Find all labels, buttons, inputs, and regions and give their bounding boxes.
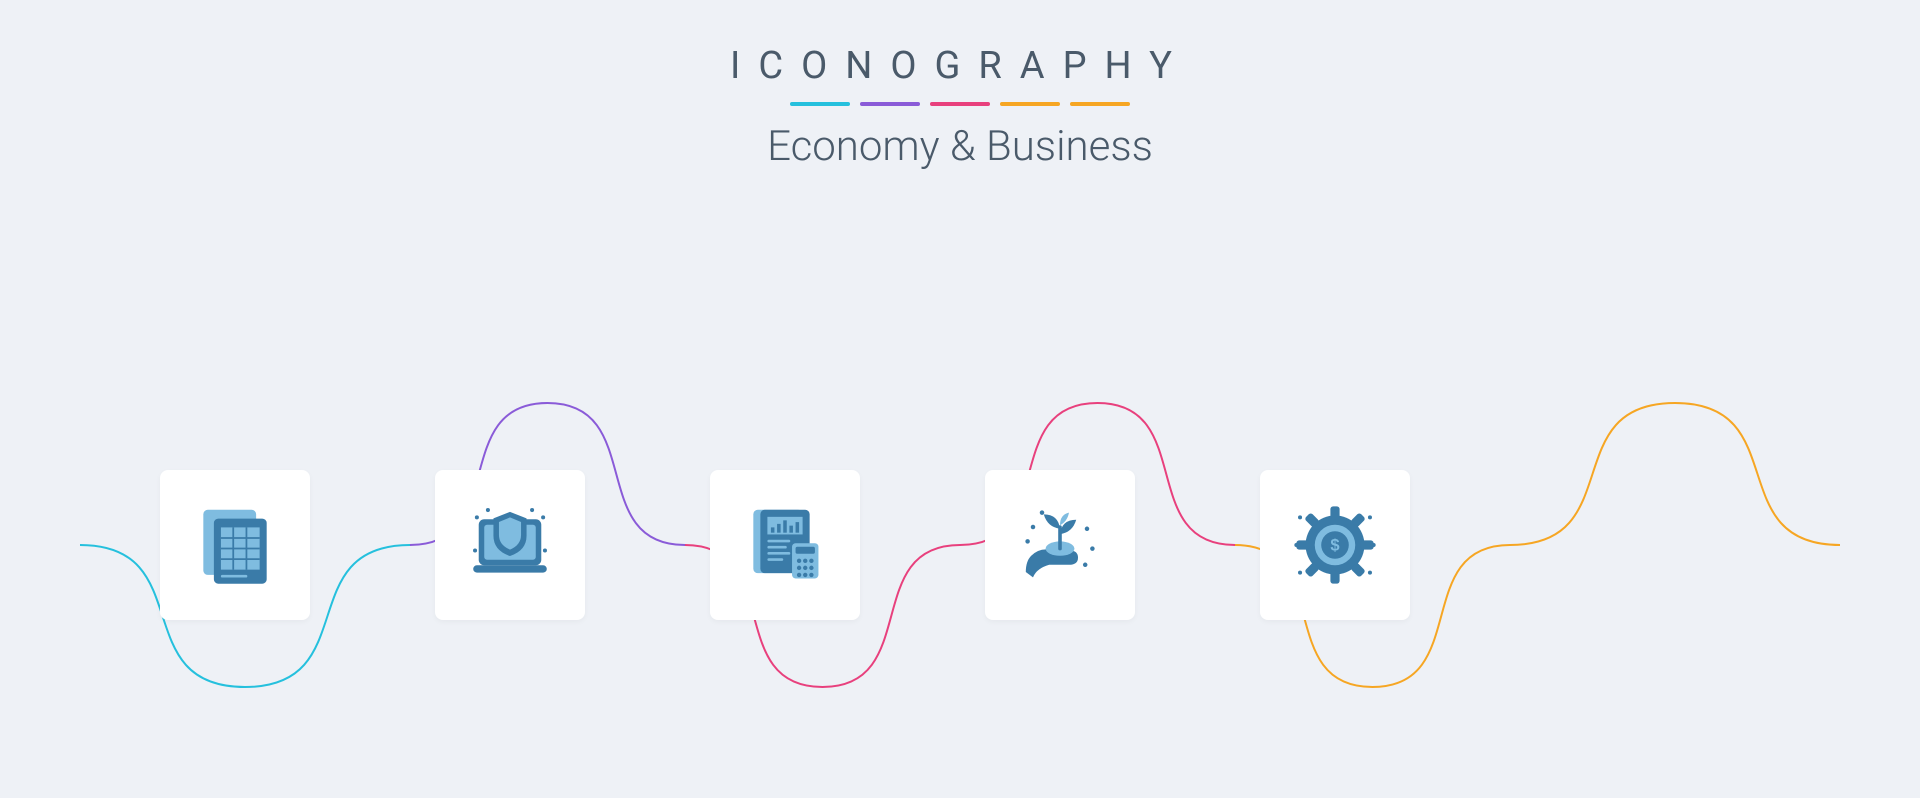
divider-seg-1	[790, 102, 850, 106]
spreadsheet-icon	[191, 501, 279, 589]
divider-seg-3	[930, 102, 990, 106]
header: ICONOGRAPHY Economy & Business	[0, 0, 1920, 171]
spreadsheet-tile	[160, 470, 310, 620]
divider	[0, 102, 1920, 106]
divider-seg-4	[1000, 102, 1060, 106]
report-calc-icon	[741, 501, 829, 589]
laptop-shield-tile	[435, 470, 585, 620]
laptop-shield-icon	[464, 499, 556, 591]
growth-hand-icon	[1015, 500, 1105, 590]
svg-text:$: $	[1330, 536, 1339, 555]
brand-title: ICONOGRAPHY	[0, 44, 1920, 88]
subtitle: Economy & Business	[0, 122, 1920, 171]
growth-hand-tile	[985, 470, 1135, 620]
divider-seg-5	[1070, 102, 1130, 106]
report-calc-tile	[710, 470, 860, 620]
wave-segment	[1510, 403, 1840, 545]
money-gear-icon: $	[1289, 499, 1381, 591]
money-gear-tile: $	[1260, 470, 1410, 620]
divider-seg-2	[860, 102, 920, 106]
